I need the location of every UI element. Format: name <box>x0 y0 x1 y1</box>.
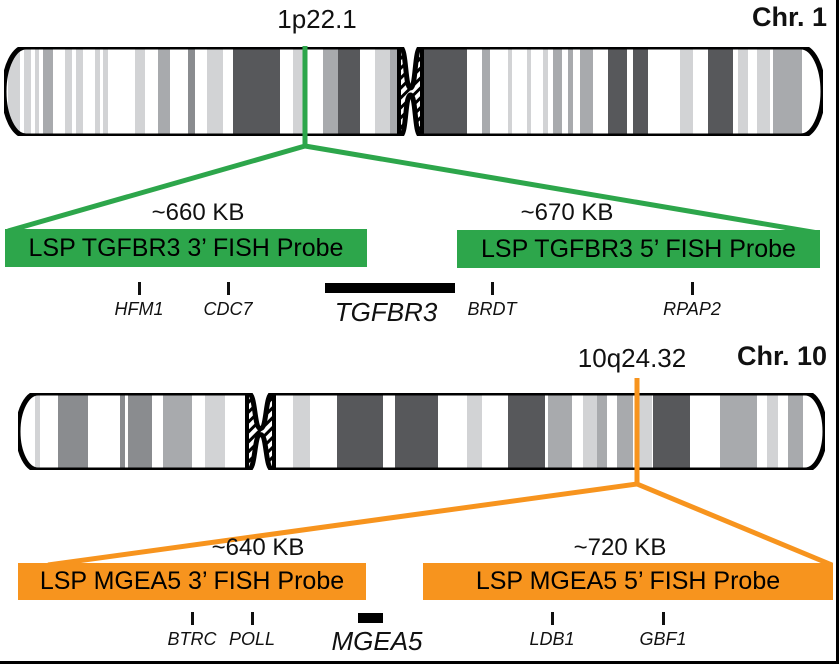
chr1-probe3-size-label: ~660 KB <box>151 199 245 226</box>
chr1-probe5-size-label: ~670 KB <box>520 199 614 226</box>
rpap2-gene-label: RPAP2 <box>663 299 721 319</box>
poll-gene-label: POLL <box>228 629 276 649</box>
btrc-tick <box>190 612 194 625</box>
chr10-probe5-box: LSP MGEA5 5’ FISH Probe <box>423 563 833 600</box>
brdt-tick <box>490 282 494 295</box>
chr10-probe5-size-label: ~720 KB <box>573 534 667 561</box>
ldb1-gene-label: LDB1 <box>529 629 575 649</box>
tgfbr3-extent-bar <box>325 283 455 293</box>
mgea5-extent-bar <box>358 613 383 623</box>
chr10-probe3-size-label: ~640 KB <box>211 534 305 561</box>
tgfbr3-gene-label: TGFBR3 <box>334 297 438 327</box>
cdc7-tick <box>226 282 230 295</box>
ldb1-tick <box>550 612 554 625</box>
hfm1-tick <box>137 282 141 295</box>
chr1-probe5-box: LSP TGFBR3 5’ FISH Probe <box>457 230 820 268</box>
chr10-locus-label: 10q24.32 <box>577 343 687 373</box>
btrc-gene-label: BTRC <box>167 629 217 649</box>
chromosome-1-ideogram <box>1 44 826 139</box>
chr1-title: Chr. 1 <box>751 2 827 32</box>
chr10-probe3-box: LSP MGEA5 3’ FISH Probe <box>18 563 366 600</box>
poll-tick <box>250 612 254 625</box>
gbf1-gene-label: GBF1 <box>639 629 687 649</box>
mgea5-gene-label: MGEA5 <box>331 626 423 656</box>
brdt-gene-label: BRDT <box>467 299 517 319</box>
chr1-locus-label: 1p22.1 <box>277 4 357 34</box>
rpap2-tick <box>690 282 694 295</box>
chr10-title: Chr. 10 <box>736 341 827 371</box>
chromosome-10-ideogram <box>15 390 828 473</box>
chr1-probe3-box: LSP TGFBR3 3’ FISH Probe <box>5 229 367 267</box>
gbf1-tick <box>661 612 665 625</box>
hfm1-gene-label: HFM1 <box>114 299 164 319</box>
cdc7-gene-label: CDC7 <box>203 299 253 319</box>
